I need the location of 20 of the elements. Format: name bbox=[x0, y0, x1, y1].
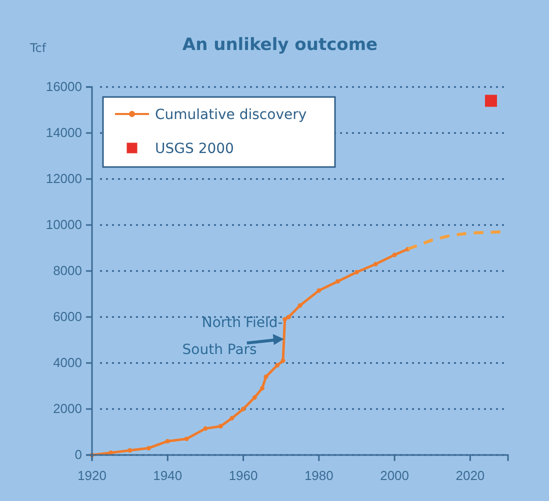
y-tick-label: 14000 bbox=[46, 125, 82, 140]
x-tick-label: 2020 bbox=[456, 468, 485, 484]
annotation: North Field-South Pars bbox=[182, 315, 283, 358]
y-tick-label: 6000 bbox=[53, 309, 82, 324]
legend-label: Cumulative discovery bbox=[155, 107, 307, 123]
y-tick-label: 0 bbox=[74, 447, 82, 462]
x-tick-label: 2000 bbox=[380, 468, 410, 484]
y-tick-label: 4000 bbox=[53, 355, 82, 370]
x-tick-label: 1960 bbox=[228, 468, 258, 484]
y-tick-label: 8000 bbox=[53, 263, 82, 278]
y-tick-label: 2000 bbox=[53, 401, 82, 416]
y-tick-label: 10000 bbox=[46, 217, 82, 232]
chart-title: An unlikely outcome bbox=[182, 35, 378, 55]
x-tick-label: 1980 bbox=[304, 468, 334, 484]
y-tick-label: 16000 bbox=[46, 79, 82, 94]
y-tick-label: 12000 bbox=[46, 171, 82, 186]
y-axis-title: Tcf bbox=[29, 41, 47, 55]
legend-label: USGS 2000 bbox=[155, 141, 234, 157]
x-tick-label: 1940 bbox=[153, 468, 182, 484]
x-tick-label: 1920 bbox=[78, 468, 106, 484]
